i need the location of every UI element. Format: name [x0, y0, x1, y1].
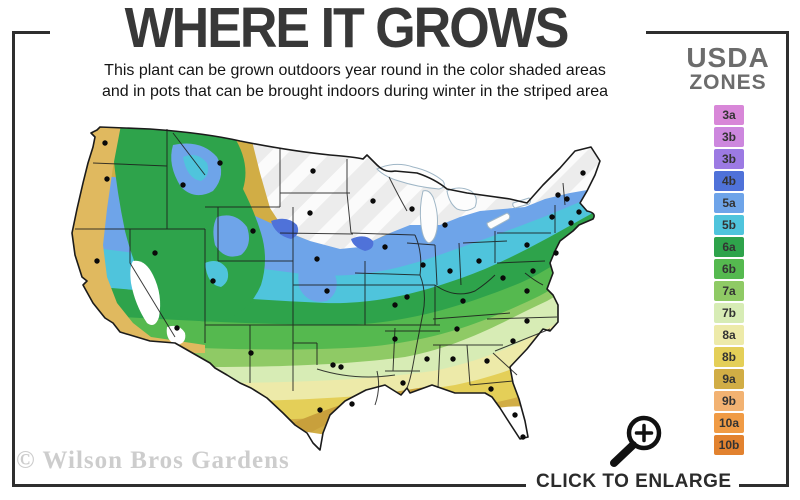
lake-michigan	[419, 190, 438, 244]
lake-erie	[486, 212, 511, 230]
frame-right	[786, 31, 789, 487]
frame-bottom-right	[739, 484, 789, 487]
usda-zone-legend: 3a 3b 3b 4b 5a 5b 6a 6b 7a 7b 8a 8b 9a 9…	[714, 105, 746, 457]
legend-swatch-8a: 8a	[714, 325, 744, 345]
state-borders	[75, 129, 566, 406]
subtitle-line-1: This plant can be grown outdoors year ro…	[104, 62, 606, 79]
subtitle: This plant can be grown outdoors year ro…	[50, 60, 660, 102]
page-title: WHERE IT GROWS	[124, 0, 570, 60]
usda-label: USDA	[686, 42, 770, 73]
legend-swatch-6b: 6b	[714, 259, 744, 279]
sierra-white-patch	[130, 260, 161, 325]
usda-zones-heading: USDA ZONES	[672, 44, 784, 94]
magnifier-handle	[610, 441, 637, 467]
rockies-cyan-idaho	[183, 155, 209, 181]
zones-label: ZONES	[689, 71, 767, 94]
great-lakes	[376, 163, 531, 244]
watermark: © Wilson Bros Gardens	[16, 447, 290, 474]
dark-blue-patch-2	[351, 236, 374, 251]
legend-swatch-3b: 3b	[714, 127, 744, 147]
legend-swatch-9a: 9a	[714, 369, 744, 389]
rockies-blue-wyoming	[213, 215, 249, 257]
legend-swatch-6a: 6a	[714, 237, 744, 257]
magnifier-zoom-icon[interactable]	[598, 404, 670, 474]
frame-bottom-left	[12, 484, 526, 487]
legend-swatch-10a: 10a	[714, 413, 744, 433]
legend-swatch-8b: 8b	[714, 347, 744, 367]
south-florida-white	[493, 406, 533, 447]
frame-top-left	[12, 31, 50, 34]
frame-top-right	[646, 31, 789, 34]
legend-swatch-5b: 5b	[714, 215, 744, 235]
click-to-enlarge-label[interactable]: CLICK TO ENLARGE	[536, 471, 732, 492]
dark-blue-patch-1	[271, 218, 299, 239]
legend-swatch-10b: 10b	[714, 435, 744, 455]
legend-swatch-7b: 7b	[714, 303, 744, 323]
subtitle-line-2: and in pots that can be brought indoors …	[101, 83, 609, 100]
pacific-gold-coast	[72, 127, 205, 353]
plus-glyph	[634, 423, 654, 443]
legend-swatch-4b: 4b	[714, 171, 744, 191]
legend-swatch-9b: 9b	[714, 391, 744, 411]
us-outline	[71, 126, 601, 451]
city-dots	[94, 140, 586, 440]
us-hardiness-map[interactable]	[55, 113, 667, 465]
legend-swatch-5a: 5a	[714, 193, 744, 213]
frame-left	[12, 31, 15, 487]
legend-swatch-3a: 3a	[714, 105, 744, 125]
legend-swatch-7a: 7a	[714, 281, 744, 301]
legend-swatch-3b-2: 3b	[714, 149, 744, 169]
